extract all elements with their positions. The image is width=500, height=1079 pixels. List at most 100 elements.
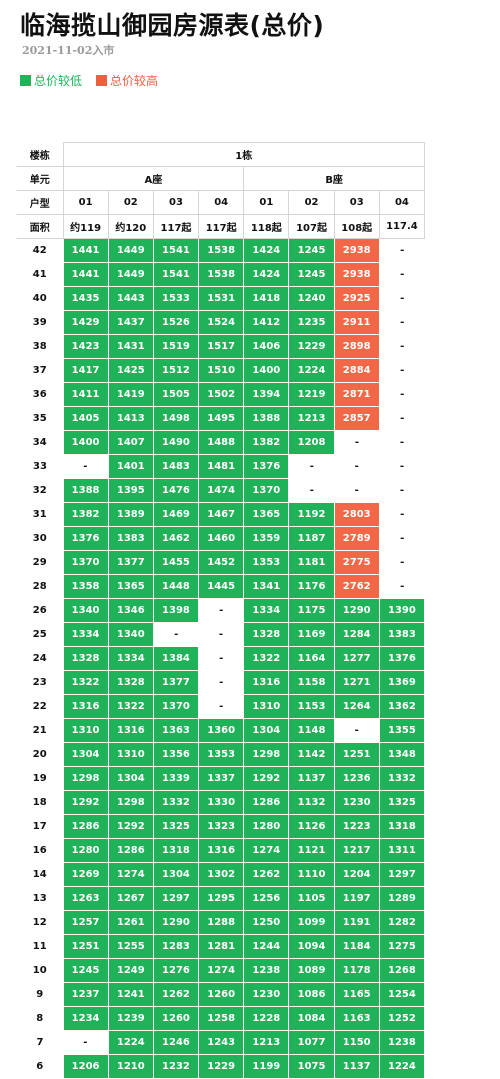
floor-row: 25 1334 1340- -1328 1169 1284 1383 — [17, 622, 426, 647]
price-cell: 1297 — [378, 862, 426, 887]
floor-label: 26 — [17, 598, 63, 623]
price-cell: 1443 — [107, 286, 154, 311]
price-cell: 1334 — [107, 646, 154, 671]
price-cell: - — [379, 358, 425, 383]
building-row: 楼栋 1栋 — [17, 142, 425, 167]
price-cell: 1295 — [198, 886, 245, 911]
price-cell: 1431 — [107, 334, 154, 359]
area-header: 约120 — [107, 214, 154, 239]
type-header: 02 — [288, 190, 335, 215]
price-cell: 1271 — [333, 670, 380, 695]
price-cell: - — [379, 454, 425, 479]
price-cell: - — [379, 526, 425, 551]
price-cell: 1389 — [107, 502, 154, 527]
price-cell: 1075 — [288, 1054, 335, 1079]
price-cell: 1208 — [288, 430, 335, 455]
price-cell: 1449 — [107, 238, 154, 263]
floor-label: 18 — [17, 790, 63, 815]
price-cell: 1483 — [152, 454, 200, 479]
price-cell: 1322 — [243, 646, 290, 671]
price-cell: 1401 — [107, 454, 154, 479]
price-cell: 1163 — [333, 1006, 380, 1031]
price-cell: 1251 — [62, 934, 109, 959]
price-cell: 1232 — [152, 1054, 200, 1079]
floor-row: 32 1388 1395 1476 1474 1370- - - — [17, 478, 425, 503]
price-cell: 1353 — [243, 550, 290, 575]
price-table-body: 楼栋 1栋 单元 A座 B座 户型 01 02 03 04 01 02 03 04 面积 约11… — [17, 142, 426, 1079]
price-cell: 1262 — [152, 982, 200, 1007]
price-cell: 1310 — [62, 718, 109, 743]
floor-label: 22 — [17, 694, 63, 719]
price-cell: 1213 — [288, 406, 335, 431]
floor-row: 10 1245 1249 1276 1274 1238 1089 1178 1268 — [17, 958, 426, 983]
price-cell: 1187 — [288, 526, 335, 551]
price-cell: 1250 — [243, 910, 290, 935]
area-header: 约119 — [62, 214, 109, 239]
price-cell: 1445 — [198, 574, 245, 599]
floor-label: 17 — [17, 814, 63, 839]
price-cell: 1413 — [107, 406, 154, 431]
price-cell: 1332 — [378, 766, 426, 791]
price-cell: 1176 — [288, 574, 335, 599]
price-cell: - — [198, 670, 244, 695]
price-cell: 1339 — [152, 766, 200, 791]
price-cell: 1510 — [198, 358, 245, 383]
price-cell: - — [379, 382, 425, 407]
price-cell: 1213 — [243, 1030, 290, 1055]
floor-row: 23 1322 1328 1377-1316 1158 1271 1369 — [17, 670, 426, 695]
price-cell: 1257 — [62, 910, 109, 935]
price-cell: 1358 — [62, 574, 109, 599]
floor-label: 14 — [17, 862, 63, 887]
price-cell: 1206 — [62, 1054, 109, 1079]
price-cell: 1239 — [107, 1006, 154, 1031]
building-name: 1栋 — [62, 142, 425, 167]
price-cell: 1330 — [198, 790, 245, 815]
price-cell: 1238 — [378, 1030, 426, 1055]
price-cell: 1363 — [152, 718, 200, 743]
floor-row: 21 1310 1316 1363 1360 1304 1148-1355 — [17, 718, 426, 743]
price-cell: 1158 — [288, 670, 335, 695]
price-cell: 1328 — [243, 622, 290, 647]
price-cell: 1448 — [152, 574, 200, 599]
price-cell: 1437 — [107, 310, 154, 335]
price-cell: 1526 — [152, 310, 200, 335]
floor-row: 13 1263 1267 1297 1295 1256 1105 1197 1289 — [17, 886, 426, 911]
price-cell: 1474 — [198, 478, 245, 503]
price-cell: 1260 — [152, 1006, 200, 1031]
price-cell: 1388 — [243, 406, 290, 431]
area-label: 面积 — [17, 214, 63, 239]
price-cell: 1531 — [198, 286, 245, 311]
price-cell: 1255 — [107, 934, 154, 959]
price-cell: - — [334, 718, 380, 743]
price-cell: 1280 — [243, 814, 290, 839]
floor-label: 12 — [17, 910, 63, 935]
price-cell: - — [379, 310, 425, 335]
price-cell: 1274 — [107, 862, 154, 887]
price-cell: 1449 — [107, 262, 154, 287]
price-cell: - — [198, 622, 244, 647]
floor-row: 29 1370 1377 1455 1452 1353 1181 2775- — [17, 550, 425, 575]
price-cell: 1238 — [243, 958, 290, 983]
price-cell: 1502 — [198, 382, 245, 407]
price-cell: 1362 — [378, 694, 426, 719]
price-cell: 1467 — [198, 502, 245, 527]
price-cell: - — [379, 478, 425, 503]
price-cell: 1245 — [288, 238, 335, 263]
price-cell: 1435 — [62, 286, 109, 311]
price-cell: 1241 — [107, 982, 154, 1007]
price-cell: 1237 — [62, 982, 109, 1007]
price-cell: 1105 — [288, 886, 335, 911]
price-cell: 1495 — [198, 406, 245, 431]
price-cell: 1418 — [243, 286, 290, 311]
price-cell: 1310 — [107, 742, 154, 767]
price-cell: 1132 — [288, 790, 335, 815]
price-cell: 1481 — [198, 454, 245, 479]
price-cell: - — [379, 286, 425, 311]
price-cell: 2857 — [333, 406, 380, 431]
price-cell: 1316 — [62, 694, 109, 719]
legend-high-label: 总价较高 — [110, 74, 159, 88]
type-header: 01 — [62, 190, 109, 215]
floor-label: 21 — [17, 718, 63, 743]
price-cell: 1359 — [243, 526, 290, 551]
price-cell: 1244 — [243, 934, 290, 959]
